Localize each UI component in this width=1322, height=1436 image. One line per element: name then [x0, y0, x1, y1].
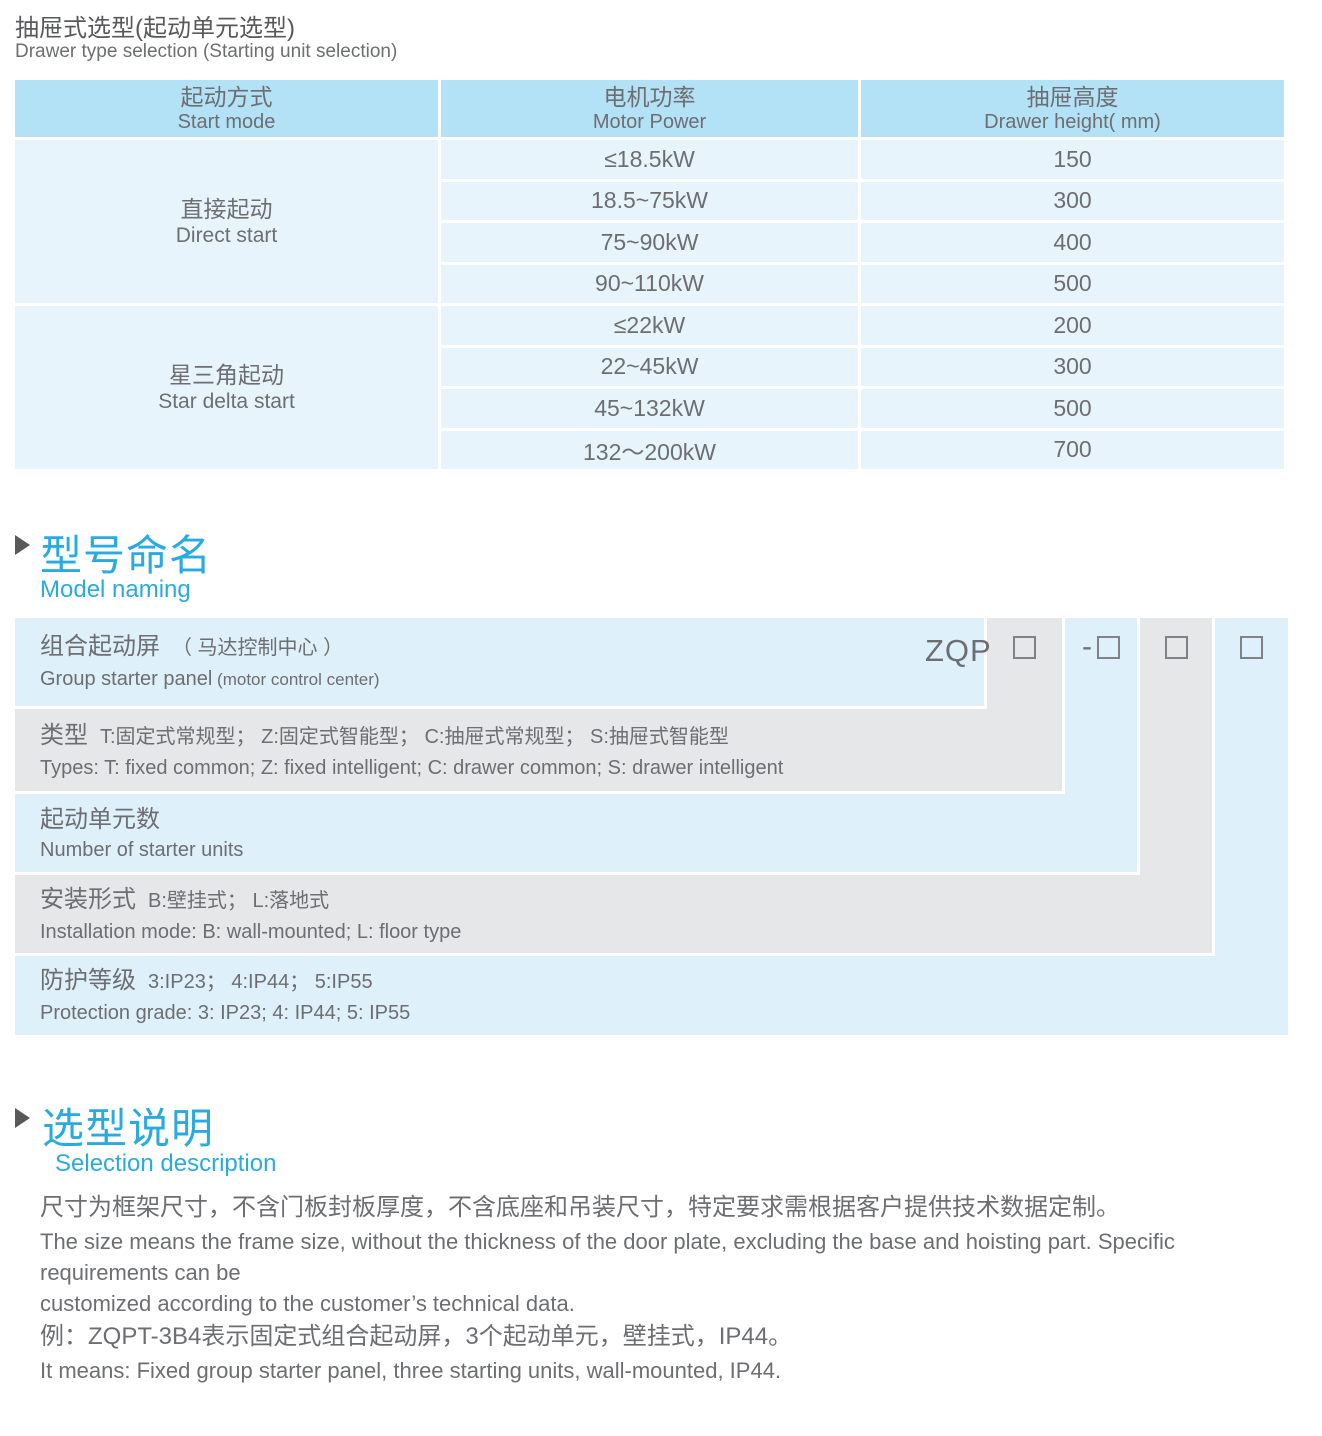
row-label-en-main: Types: T: fixed common; Z: fixed intelli… [40, 756, 784, 779]
column-header-motor-power: 电机功率 Motor Power [441, 80, 858, 137]
model-code-box-installation [1164, 636, 1188, 659]
row-label-zh: 安装形式 B:壁挂式； L:落地式 [40, 883, 1212, 918]
mode-label-zh: 星三角起动 [169, 362, 284, 388]
mode-label-en: Direct start [175, 224, 278, 247]
column-header-start-mode: 起动方式 Start mode [15, 80, 438, 137]
table-cell-power: 75~90kW [441, 223, 858, 262]
row-label-en-detail: (motor control center) [212, 670, 380, 689]
row-label-zh-detail: （ 马达控制中心 ） [172, 637, 344, 659]
mode-label-en: Star delta start [158, 390, 295, 413]
row-label-en-main: Protection grade: 3: IP23; 4: IP44; 5: I… [40, 1002, 411, 1024]
row-label-zh-main: 起动单元数 [40, 805, 160, 833]
diagram-row-protection-grade: 防护等级 3:IP23； 4:IP44； 5:IP55 Protection gr… [15, 956, 1288, 1035]
row-label-en: Group starter panel (motor control cente… [40, 665, 984, 694]
header-text-zh: 抽屉高度 [1026, 83, 1119, 110]
description-line-zh: 例：ZQPT-3B4表示固定式组合起动屏，3个起动单元，壁挂式，IP44。 [40, 1323, 793, 1350]
model-code-prefix: ZQP [925, 633, 992, 668]
row-label-zh: 组合起动屏 （ 马达控制中心 ） [40, 630, 984, 665]
table-cell-height: 500 [861, 389, 1284, 428]
section-subtitle-model-naming: Model naming [40, 576, 191, 603]
table-cell-mode-direct-start: 直接起动 Direct start [15, 140, 438, 303]
page-title: 抽屉式选型(起动单元选型) [15, 15, 295, 42]
row-label-zh-detail: T:固定式常规型； Z:固定式智能型； C:抽屉式常规型； S:抽屉式智能型 [100, 725, 729, 748]
row-label-en-main: Number of starter units [40, 838, 244, 861]
section-arrow-icon [15, 535, 30, 555]
column-header-drawer-height: 抽屉高度 Drawer height( mm) [861, 80, 1284, 137]
row-label-en: Protection grade: 3: IP23; 4: IP44; 5: I… [40, 999, 1288, 1027]
header-text-en: Motor Power [592, 110, 707, 133]
row-label-zh-detail: B:壁挂式； L:落地式 [148, 889, 330, 912]
model-code-box-units [1097, 636, 1120, 659]
table-cell-mode-star-delta: 星三角起动 Star delta start [15, 306, 438, 469]
model-code-box-protection [1240, 636, 1263, 659]
table-cell-height: 700 [861, 430, 1284, 469]
diagram-row-group-starter-panel: 组合起动屏 （ 马达控制中心 ） Group starter panel (mot… [15, 618, 984, 706]
row-label-zh-main: 安装形式 [40, 885, 136, 913]
header-text-zh: 电机功率 [603, 83, 696, 110]
table-cell-power: 18.5~75kW [441, 181, 858, 220]
code-separator: - [1082, 630, 1092, 663]
diagram-row-installation-mode: 安装形式 B:壁挂式； L:落地式 Installation mode: B: w… [15, 875, 1212, 953]
header-text-zh: 起动方式 [180, 83, 273, 110]
row-label-en-main: Group starter panel [40, 668, 213, 690]
model-naming-diagram: - 组合起动屏 （ 马达控制中心 ） Group starter panel (m… [15, 618, 1288, 1035]
diagram-row-type: 类型 T:固定式常规型； Z:固定式智能型； C:抽屉式常规型； S:抽屉式智能型… [15, 709, 1062, 791]
description-line-zh: 尺寸为框架尺寸，不含门板封板厚度，不含底座和吊装尺寸，特定要求需根据客户提供技术… [40, 1194, 1120, 1221]
header-text-en: Start mode [177, 110, 276, 133]
table-cell-power: 45~132kW [441, 389, 858, 428]
selection-table: 起动方式 Start mode 电机功率 Motor Power 抽屉高度 Dr… [15, 80, 1284, 469]
table-cell-power: 132～200kW [441, 430, 858, 469]
description-line-en: It means: Fixed group starter panel, thr… [40, 1358, 782, 1383]
table-cell-power: 22~45kW [441, 347, 858, 386]
row-label-zh: 起动单元数 [40, 803, 1137, 836]
row-label-en-main: Installation mode: B: wall-mounted; L: f… [40, 920, 462, 943]
description-line-en: The size means the frame size, without t… [40, 1229, 1175, 1285]
row-label-en: Installation mode: B: wall-mounted; L: f… [40, 918, 1212, 946]
table-cell-height: 150 [861, 140, 1284, 179]
page-subtitle: Drawer type selection (Starting unit sel… [15, 41, 398, 62]
diagram-row-starter-units: 起动单元数 Number of starter units [15, 794, 1137, 872]
section-title-model-naming: 型号命名 [40, 532, 213, 579]
table-cell-height: 500 [861, 264, 1284, 303]
row-label-zh-main: 防护等级 [40, 967, 136, 994]
code-box-group: - [1082, 630, 1120, 663]
header-text-en: Drawer height( mm) [984, 110, 1161, 133]
table-cell-height: 200 [861, 306, 1284, 345]
mode-label-zh: 直接起动 [180, 196, 273, 222]
table-cell-height: 300 [861, 347, 1284, 386]
section-title-selection-description: 选型说明 [42, 1105, 215, 1152]
row-label-zh: 防护等级 3:IP23； 4:IP44； 5:IP55 [40, 964, 1288, 999]
row-label-en: Number of starter units [40, 836, 1137, 864]
table-cell-power: 90~110kW [441, 264, 858, 303]
section-arrow-icon [15, 1108, 30, 1128]
selection-description-text: 尺寸为框架尺寸，不含门板封板厚度，不含底座和吊装尺寸，特定要求需根据客户提供技术… [40, 1190, 1295, 1386]
model-code-box-type [1013, 636, 1036, 659]
section-subtitle-selection-description: Selection description [55, 1150, 277, 1177]
table-cell-height: 300 [861, 181, 1284, 220]
table-cell-height: 400 [861, 223, 1284, 262]
row-label-zh-main: 类型 [40, 721, 88, 749]
table-cell-power: ≤18.5kW [441, 140, 858, 179]
table-cell-power: ≤22kW [441, 306, 858, 345]
row-label-zh-main: 组合起动屏 [40, 633, 160, 660]
row-label-zh-detail: 3:IP23； 4:IP44； 5:IP55 [148, 971, 373, 993]
row-label-zh: 类型 T:固定式常规型； Z:固定式智能型； C:抽屉式常规型； S:抽屉式智能型 [40, 719, 1062, 754]
row-label-en: Types: T: fixed common; Z: fixed intelli… [40, 754, 1062, 782]
description-line-en: customized according to the customer’s t… [40, 1291, 575, 1316]
